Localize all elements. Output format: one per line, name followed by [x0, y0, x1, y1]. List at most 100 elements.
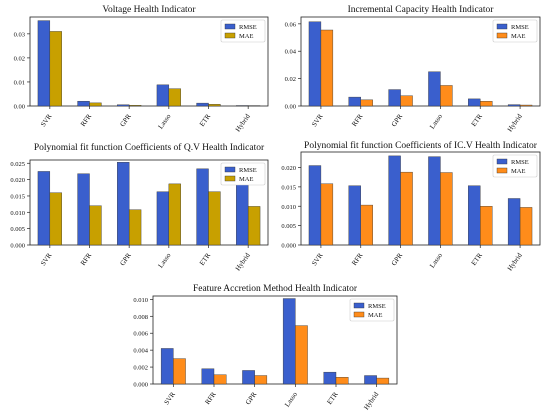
x-tick-label: ETR [470, 251, 484, 267]
y-tick-label: 0.015 [281, 184, 296, 191]
x-tick-label: Lasso [283, 390, 299, 408]
x-tick-label: GPR [390, 251, 405, 267]
y-tick-label: 0.025 [10, 161, 25, 168]
bar-mae-rfr [360, 99, 373, 107]
chart-panel-4: Polynomial fit function Coefficients of … [281, 140, 541, 272]
x-tick-label: GPR [118, 112, 133, 128]
legend-label-mae: MAE [239, 176, 253, 183]
bar-rmse-rfr [348, 185, 361, 246]
x-tick-label: RFR [203, 390, 217, 406]
bar-rmse-etr [196, 168, 209, 246]
bar-mae-hybrid [519, 207, 533, 246]
bar-rmse-hybrid [236, 184, 249, 246]
legend-swatch-rmse [224, 23, 236, 30]
y-tick-label: 0.006 [133, 331, 148, 338]
bar-rmse-lasso [428, 156, 441, 246]
plot-frame [152, 295, 398, 385]
x-tick-label: Lasso [428, 251, 444, 269]
x-tick-label: Lasso [157, 112, 173, 130]
y-tick-label: 0.010 [133, 297, 148, 304]
bar-mae-etr [208, 191, 221, 246]
x-tick-label: GPR [118, 251, 133, 267]
bar-rmse-gpr [117, 104, 130, 107]
legend-label-rmse: RMSE [239, 24, 257, 31]
plot-frame [300, 16, 541, 107]
bar-mae-lasso [440, 172, 453, 246]
plot-frame [300, 151, 541, 246]
bar-mae-rfr [89, 102, 102, 107]
legend-label-mae: MAE [239, 33, 253, 40]
bar-mae-hybrid [519, 104, 533, 107]
x-tick-label: Lasso [428, 112, 444, 130]
bar-rmse-hybrid [507, 104, 521, 107]
y-tick-label: 0.010 [10, 210, 25, 217]
bar-mae-gpr [400, 171, 413, 246]
bar-rmse-svr [37, 20, 51, 107]
chart-title: Voltage Health Indicator [102, 5, 196, 15]
legend-label-mae: MAE [368, 312, 382, 319]
legend-swatch-mae [496, 32, 508, 39]
bar-mae-lasso [440, 85, 453, 107]
legend-swatch-rmse [353, 302, 365, 309]
bar-rmse-lasso [156, 84, 170, 107]
y-tick-label: 0.00 [14, 104, 25, 111]
bar-rmse-lasso [428, 71, 441, 107]
chart-panel-3: Polynomial fit function Coefficients of … [10, 142, 269, 272]
bar-rmse-svr [37, 171, 51, 246]
x-tick-label: ETR [325, 390, 339, 406]
x-tick-label: ETR [198, 251, 212, 267]
chart-panel-2: Incremental Capacity Health Indicator 0.0… [285, 5, 541, 133]
bar-rmse-etr [468, 98, 481, 107]
x-tick-label: RFR [79, 251, 93, 267]
bar-rmse-gpr [388, 89, 401, 107]
x-tick-label: ETR [198, 112, 212, 128]
y-tick-label: 0.020 [281, 165, 296, 172]
bar-rmse-gpr [388, 155, 401, 246]
chart-title: Polynomial fit function Coefficients of … [34, 142, 265, 153]
bar-mae-rfr [213, 374, 227, 385]
x-tick-label: GPR [390, 112, 405, 128]
y-tick-label: 0.015 [10, 193, 25, 200]
bar-rmse-svr [308, 165, 322, 246]
x-tick-label: SVR [39, 112, 54, 128]
plot-frame [29, 16, 269, 107]
bar-mae-svr [320, 183, 334, 246]
legend-swatch-rmse [224, 166, 236, 173]
bar-mae-svr [173, 358, 186, 385]
bar-mae-gpr [128, 209, 142, 246]
bar-rmse-svr [308, 21, 322, 107]
bar-mae-lasso [168, 183, 181, 246]
y-tick-label: 0.020 [10, 177, 25, 184]
y-tick-label: 0.002 [133, 365, 148, 372]
bar-rmse-etr [323, 371, 337, 385]
legend-label-rmse: RMSE [239, 167, 257, 174]
y-tick-label: 0.005 [281, 223, 296, 230]
legend-swatch-mae [496, 167, 508, 174]
x-tick-label: ETR [470, 112, 484, 128]
bar-mae-lasso [295, 325, 308, 385]
bar-rmse-hybrid [364, 375, 377, 385]
y-tick-label: 0.06 [285, 21, 297, 28]
x-tick-label: SVR [310, 251, 325, 267]
x-tick-label: RFR [79, 112, 93, 128]
x-tick-label: SVR [310, 112, 325, 128]
legend-label-mae: MAE [511, 33, 525, 40]
x-tick-label: GPR [244, 390, 259, 406]
y-tick-label: 0.01 [14, 79, 25, 86]
bar-mae-hybrid [376, 377, 390, 385]
bar-rmse-rfr [77, 173, 90, 246]
bar-rmse-gpr [242, 370, 255, 385]
x-tick-label: Hybrid [362, 390, 380, 411]
bar-mae-rfr [89, 205, 102, 246]
bar-mae-etr [480, 101, 493, 107]
bar-mae-gpr [400, 95, 413, 107]
chart-title: Feature Accretion Method Health Indicato… [193, 284, 358, 294]
x-tick-label: SVR [39, 251, 54, 267]
chart-title: Incremental Capacity Health Indicator [348, 5, 495, 15]
y-tick-label: 0.010 [281, 204, 296, 211]
chart-panel-5: Feature Accretion Method Health Indicato… [133, 284, 398, 411]
y-tick-label: 0.004 [133, 348, 148, 355]
bar-mae-lasso [168, 88, 181, 107]
bar-mae-gpr [254, 375, 268, 385]
y-tick-label: 0.008 [133, 314, 148, 321]
